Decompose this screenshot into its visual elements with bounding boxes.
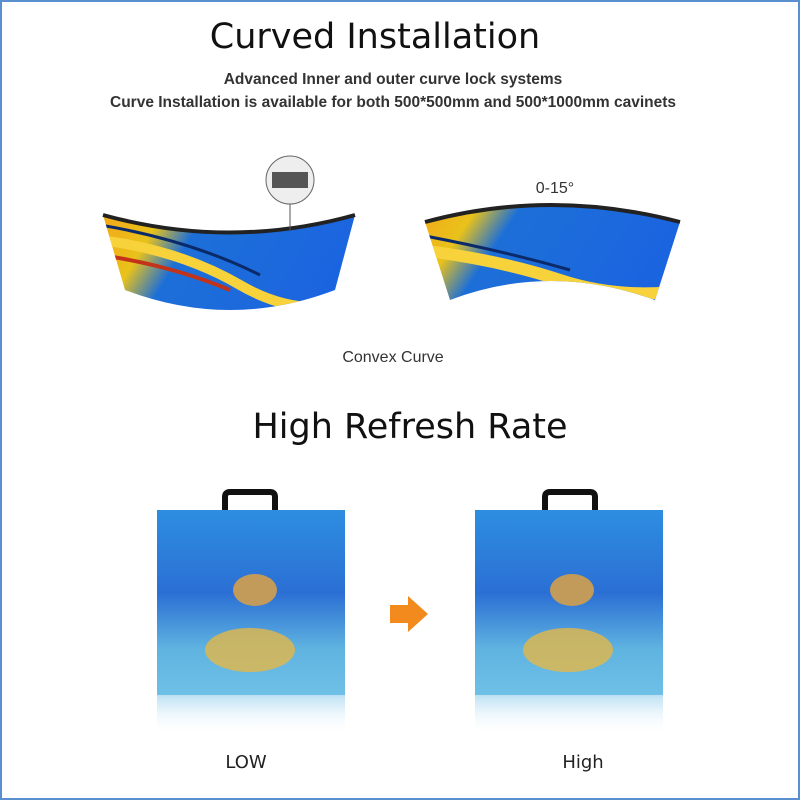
subtitle: Advanced Inner and outer curve lock syst… xyxy=(224,71,563,88)
cabinet xyxy=(475,489,663,735)
label: LOW xyxy=(225,752,267,773)
subtitle: Curve Installation is available for both… xyxy=(110,94,676,111)
curved-panel xyxy=(425,205,680,300)
title: Curved Installation xyxy=(210,17,540,57)
panel-edge xyxy=(424,203,681,224)
arrow xyxy=(390,596,428,632)
curved-panel xyxy=(103,215,355,310)
panel-edge xyxy=(102,213,356,235)
caption: Convex Curve xyxy=(342,349,443,366)
lock-detail xyxy=(272,172,308,188)
cabinet xyxy=(157,489,345,735)
label: High xyxy=(562,752,603,773)
angle-label: 0-15° xyxy=(536,180,574,197)
title: High Refresh Rate xyxy=(252,407,567,447)
